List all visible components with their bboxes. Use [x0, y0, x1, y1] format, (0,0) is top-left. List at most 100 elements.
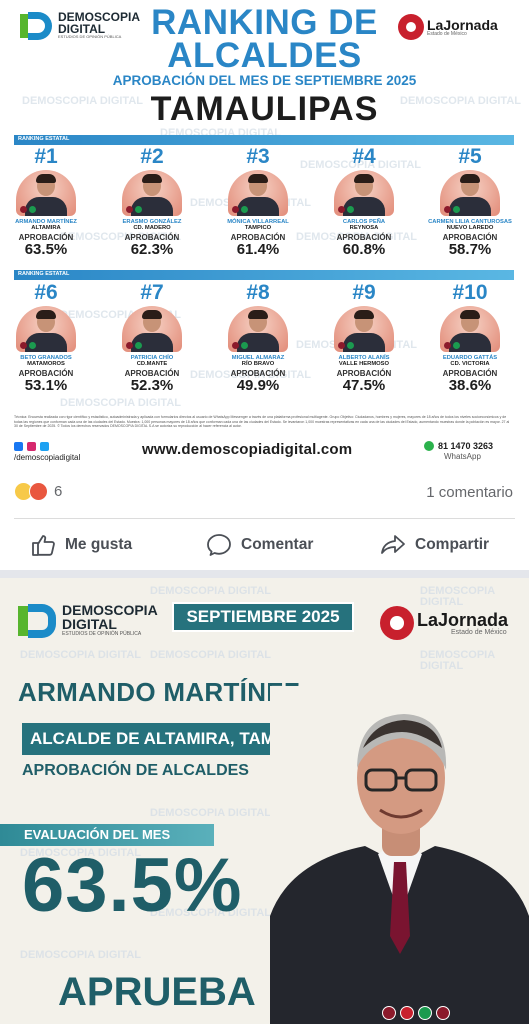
instagram-icon [27, 442, 36, 451]
section-label: RANKING ESTATAL [18, 136, 70, 142]
approval-label: APROBACIÓN [336, 368, 392, 378]
brand-tagline: ESTUDIOS DE OPINIÓN PÚBLICA [58, 33, 122, 39]
approval-label: APROBACIÓN [18, 368, 74, 378]
watermark: DEMOSCOPIA DIGITAL [20, 949, 141, 961]
comment-icon [207, 534, 231, 556]
twitter-icon [40, 442, 49, 451]
demoscopia-logo: DEMOSCOPIA DIGITAL ESTUDIOS DE OPINIÓN P… [18, 602, 158, 638]
candidate-city: CD. MADERO [133, 225, 171, 232]
featured-mayor-card[interactable]: DEMOSCOPIA DIGITAL DEMOSCOPIA DIGITAL DE… [0, 578, 529, 1024]
comment-button[interactable]: Comentar [206, 533, 313, 557]
watermark: DEMOSCOPIA DIGITAL [420, 649, 495, 672]
candidate-photo [122, 306, 182, 352]
candidate-approval: 62.3% [130, 240, 174, 258]
candidate-city: REYNOSA [349, 225, 379, 232]
candidate-name: ERASMO GONZÁLEZ [122, 219, 182, 225]
candidate-name: BETO GRANADOS [20, 355, 72, 361]
party-logo-icon [126, 206, 133, 213]
candidate-rank: #6 [34, 281, 58, 304]
party-logo-icon [338, 342, 345, 349]
candidate-city: NUEVO LAREDO [446, 225, 494, 232]
candidate-photo [334, 306, 394, 352]
party-logo-icon [444, 342, 451, 349]
candidate-approval: 47.5% [342, 376, 386, 394]
angry-reaction-icon [29, 482, 48, 501]
party-logo-icon [382, 1006, 396, 1020]
candidate-photo [440, 306, 500, 352]
party-logos [382, 1006, 450, 1020]
candidate-approval: 38.6% [448, 376, 492, 394]
website-url: www.demoscopiadigital.com [142, 441, 353, 458]
approval-heading: APROBACIÓN DE ALCALDES [22, 762, 249, 779]
approval-label: APROBACIÓN [124, 232, 180, 242]
lajornada-seal-icon [380, 606, 414, 640]
candidate-rank: #7 [140, 281, 164, 304]
party-logo-icon [338, 206, 345, 213]
partner-sub: Estado de México [451, 628, 507, 636]
candidate-card: #5 CARMEN LILIA CANTUROSAS NUEVO LAREDO APR… [420, 146, 520, 257]
candidate-rank: #4 [352, 145, 376, 168]
reactions-summary[interactable]: 6 [14, 482, 62, 501]
mayor-name: ARMANDO MARTÍNEZ [18, 677, 301, 707]
section-label: RANKING ESTATAL [18, 271, 70, 277]
subtitle: APROBACIÓN DEL MES DE SEPTIEMBRE 2025 [112, 73, 417, 88]
candidate-approval: 58.7% [448, 240, 492, 258]
candidate-card: #6 BETO GRANADOS MATAMOROS APROBACIÓN 53.1% [0, 282, 96, 393]
partner-name: LaJornada [427, 16, 498, 33]
candidate-approval: 61.4% [236, 240, 280, 258]
party-logo-icon [241, 206, 248, 213]
candidate-photo [440, 170, 500, 216]
watermark: DEMOSCOPIA DIGITAL [60, 397, 181, 409]
party-logo-icon [135, 342, 142, 349]
candidate-name: CARLOS PEÑA [342, 219, 386, 225]
share-button[interactable]: Compartir [380, 533, 489, 557]
candidate-approval: 60.8% [342, 240, 386, 258]
demoscopia-logo: DEMOSCOPIA DIGITAL ESTUDIOS DE OPINIÓN P… [20, 10, 140, 40]
brand-line2: DIGITAL [58, 21, 106, 36]
demoscopia-logo-icon [18, 602, 58, 638]
lajornada-seal-icon [398, 14, 424, 40]
mayor-portrait [270, 686, 529, 1024]
watermark: DEMOSCOPIA DIGITAL [150, 585, 271, 597]
title-line1: RANKING DE [151, 3, 378, 42]
like-button[interactable]: Me gusta [30, 533, 132, 557]
like-icon [32, 535, 55, 556]
party-logo-icon [453, 342, 460, 349]
verdict-text: APRUEBA [58, 970, 256, 1014]
comment-count-link[interactable]: 1 comentario [426, 484, 513, 501]
title-line2: ALCALDES [167, 36, 362, 75]
approval-label: APROBACIÓN [336, 232, 392, 242]
month-badge: SEPTIEMBRE 2025 [172, 602, 354, 632]
party-logo-icon [241, 342, 248, 349]
candidate-rank: #10 [452, 281, 488, 304]
candidate-card: #1 ARMANDO MARTÍNEZ ALTAMIRA APROBACIÓN 63.5… [0, 146, 96, 257]
section-bar: RANKING ESTATAL [14, 135, 514, 145]
candidate-rank: #9 [352, 281, 376, 304]
whatsapp-label: WhatsApp [444, 452, 481, 461]
approval-label: APROBACIÓN [442, 368, 498, 378]
party-logo-icon [232, 206, 239, 213]
ranking-infographic[interactable]: DEMOSCOPIA DIGITAL DEMOSCOPIA DIGITAL DE… [0, 0, 529, 470]
candidate-card: #7 PATRICIA CHÍO CD.MANTE APROBACIÓN 52.3% [102, 282, 202, 393]
party-logo-icon [29, 206, 36, 213]
whatsapp-contact: 81 1470 3263 [424, 441, 493, 451]
like-label: Me gusta [65, 536, 133, 553]
party-logo-icon [418, 1006, 432, 1020]
party-logo-icon [20, 342, 27, 349]
candidate-rank: #8 [246, 281, 270, 304]
partner-sub: Estado de México [427, 30, 467, 37]
candidate-city: TAMPICO [244, 225, 272, 232]
partner-name: LaJornada [417, 609, 509, 630]
brand-tagline: ESTUDIOS DE OPINIÓN PÚBLICA [62, 631, 142, 637]
party-logo-icon [126, 342, 133, 349]
candidate-rank: #1 [34, 145, 58, 168]
candidate-city: VALLE HERMOSO [338, 361, 390, 368]
watermark: DEMOSCOPIA DIGITAL [20, 649, 141, 661]
state-title: TAMAULIPAS [150, 90, 379, 128]
candidate-photo [16, 170, 76, 216]
approval-label: APROBACIÓN [442, 232, 498, 242]
lajornada-logo: LaJornada Estado de México [398, 14, 498, 40]
candidate-approval: 53.1% [24, 376, 68, 394]
candidate-photo [334, 170, 394, 216]
approval-label: APROBACIÓN [230, 232, 286, 242]
